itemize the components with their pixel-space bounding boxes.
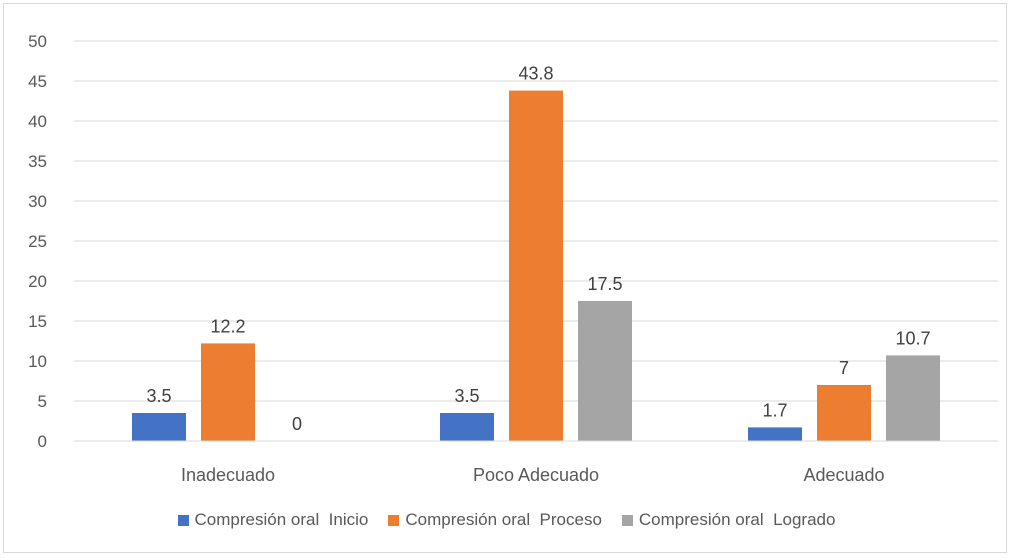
legend-item-proceso: Compresión oral Proceso bbox=[388, 510, 602, 530]
bar bbox=[578, 301, 632, 441]
bar bbox=[886, 355, 940, 441]
data-label: 1.7 bbox=[762, 400, 787, 420]
x-category-label: Inadecuado bbox=[181, 465, 275, 485]
data-label: 43.8 bbox=[518, 64, 553, 84]
data-label: 12.2 bbox=[210, 316, 245, 336]
y-tick-label: 40 bbox=[28, 112, 47, 131]
legend-label-inicio: Compresión oral Inicio bbox=[194, 510, 369, 529]
y-tick-label: 20 bbox=[28, 272, 47, 291]
x-category-label: Adecuado bbox=[803, 465, 884, 485]
y-axis-ticks: 0 5 10 15 20 25 30 35 40 45 50 bbox=[28, 32, 47, 451]
bar bbox=[817, 385, 871, 441]
data-label: 3.5 bbox=[454, 386, 479, 406]
y-tick-label: 45 bbox=[28, 72, 47, 91]
legend-item-logrado: Compresión oral Logrado bbox=[621, 510, 836, 530]
y-tick-label: 30 bbox=[28, 192, 47, 211]
y-tick-label: 35 bbox=[28, 152, 47, 171]
y-tick-label: 5 bbox=[38, 392, 47, 411]
legend-label-proceso: Compresión oral Proceso bbox=[405, 510, 602, 529]
legend: Compresión oral Inicio Compresión oral P… bbox=[0, 510, 1013, 530]
legend-item-inicio: Compresión oral Inicio bbox=[177, 510, 369, 530]
x-category-label: Poco Adecuado bbox=[473, 465, 599, 485]
bars bbox=[132, 90, 940, 441]
bar bbox=[509, 90, 563, 441]
data-labels: 3.5 12.2 0 3.5 43.8 17.5 1.7 7 10.7 bbox=[146, 64, 930, 434]
legend-swatch-inicio bbox=[177, 514, 189, 526]
bar bbox=[132, 413, 186, 441]
data-label: 10.7 bbox=[895, 328, 930, 348]
y-tick-label: 0 bbox=[38, 432, 47, 451]
legend-swatch-logrado bbox=[621, 514, 633, 526]
x-axis-categories: Inadecuado Poco Adecuado Adecuado bbox=[181, 465, 885, 485]
y-tick-label: 15 bbox=[28, 312, 47, 331]
bar bbox=[440, 413, 494, 441]
chart-frame bbox=[3, 3, 1007, 553]
legend-label-logrado: Compresión oral Logrado bbox=[638, 510, 836, 529]
y-tick-label: 50 bbox=[28, 32, 47, 51]
bar bbox=[748, 427, 802, 441]
data-label: 0 bbox=[292, 414, 302, 434]
bar bbox=[201, 343, 255, 441]
legend-swatch-proceso bbox=[388, 514, 400, 526]
data-label: 17.5 bbox=[587, 274, 622, 294]
data-label: 7 bbox=[839, 358, 849, 378]
data-label: 3.5 bbox=[146, 386, 171, 406]
y-tick-label: 25 bbox=[28, 232, 47, 251]
y-tick-label: 10 bbox=[28, 352, 47, 371]
